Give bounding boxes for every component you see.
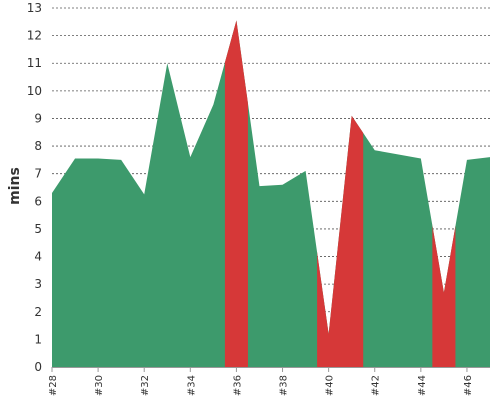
x-tick-label: #38 (279, 375, 290, 396)
y-tick-label: 6 (34, 194, 42, 208)
y-tick-label: 10 (27, 84, 42, 98)
y-tick-label: 9 (34, 111, 42, 125)
y-tick-label: 8 (34, 139, 42, 153)
highlight-band (317, 20, 364, 367)
y-tick-label: 13 (27, 1, 42, 15)
area-series (52, 20, 490, 368)
y-tick-label: 5 (34, 222, 42, 236)
y-tick-label: 0 (34, 360, 42, 374)
x-tick-label: #36 (232, 375, 243, 396)
y-tick-label: 11 (27, 56, 42, 70)
y-tick-label: 12 (27, 29, 42, 43)
x-tick-label: #30 (94, 375, 105, 396)
x-tick-label: #42 (371, 375, 382, 396)
x-tick-label: #40 (325, 375, 336, 396)
y-tick-label: 4 (34, 250, 42, 264)
highlight-band (432, 20, 456, 367)
y-tick-label: 3 (34, 277, 42, 291)
y-tick-label: 7 (34, 167, 42, 181)
y-axis-label: mins (7, 167, 23, 205)
y-tick-label: 1 (34, 332, 42, 346)
x-tick-label: #34 (186, 375, 197, 396)
area-fill (52, 20, 490, 368)
x-tick-label: #44 (417, 375, 428, 396)
x-tick-label: #28 (48, 375, 59, 396)
highlight-band (224, 20, 248, 367)
y-tick-label: 2 (34, 305, 42, 319)
x-axis: #28 #30 #32 #34 #36 #38 #40 #42 #44 #46 (48, 367, 490, 396)
x-tick-label: #32 (140, 375, 151, 396)
x-tick-label: #46 (463, 375, 474, 396)
